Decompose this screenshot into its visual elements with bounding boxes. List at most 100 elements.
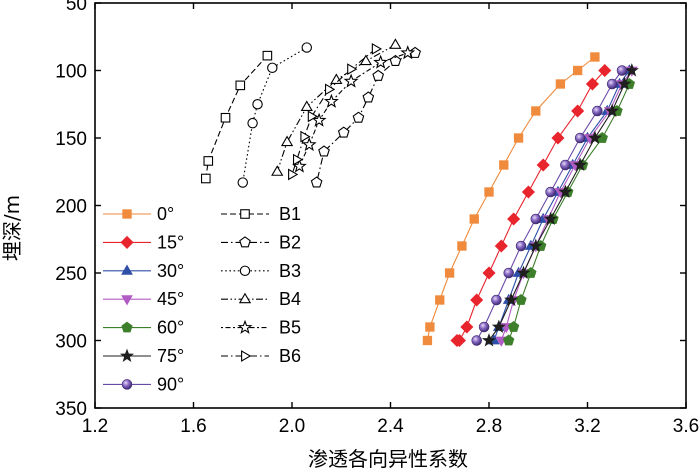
data-point-75deg (504, 292, 519, 306)
data-point-15deg (450, 333, 464, 348)
series-60deg (503, 78, 636, 346)
data-point-0deg (457, 241, 467, 251)
data-point-b3 (237, 177, 248, 188)
series-line-b1 (205, 55, 268, 179)
data-point-b6 (325, 83, 336, 96)
legend-item-b1: B1 (221, 204, 301, 224)
y-tick-label: 150 (55, 129, 87, 150)
data-point-15deg (571, 104, 585, 118)
data-point-b1 (200, 173, 211, 184)
series-90deg (471, 65, 628, 346)
data-point-b6 (292, 153, 304, 166)
data-point-0deg (484, 187, 494, 197)
data-point-0deg (435, 295, 445, 305)
series-0deg (422, 52, 600, 346)
data-point-75deg (624, 63, 639, 77)
legend-label-75deg: 75° (157, 346, 184, 366)
data-point-75deg (573, 157, 588, 171)
data-point-b6 (371, 42, 383, 55)
data-point-b2 (337, 126, 350, 138)
data-point-b2 (362, 91, 375, 103)
series-line-75deg (488, 70, 633, 341)
data-point-90deg (545, 186, 556, 198)
data-point-b5 (311, 112, 327, 127)
legend-marker-b5 (237, 319, 253, 334)
data-point-b4 (359, 54, 373, 66)
data-point-90deg (616, 65, 628, 76)
x-tick-label: 1.6 (180, 416, 206, 437)
data-point-b1 (262, 50, 273, 61)
data-point-90deg (515, 240, 527, 252)
data-point-15deg (536, 158, 550, 172)
legend-layer: 0° 15° 30° 45° 60° 75° 90° B1 B2 B3 B4 B5 B6 (103, 204, 301, 394)
series-b4 (271, 38, 402, 176)
legend-item-30deg: 30° (103, 261, 184, 281)
series-line-b3 (242, 47, 308, 183)
data-point-75deg (491, 319, 506, 333)
data-point-90deg (491, 294, 502, 306)
legend-marker-b1 (240, 209, 250, 219)
data-point-0deg (422, 335, 433, 346)
legend-item-b6: B6 (221, 346, 301, 366)
data-point-15deg (482, 266, 496, 280)
data-point-b5 (373, 54, 389, 69)
legend-label-b2: B2 (279, 232, 301, 252)
data-point-b6 (307, 110, 319, 123)
legend-marker-30deg (121, 264, 133, 275)
data-point-60deg (503, 334, 515, 346)
legend-item-0deg: 0° (103, 204, 174, 224)
legend-item-45deg: 45° (103, 289, 184, 309)
x-tick-label: 1.2 (82, 416, 108, 437)
series-b1 (200, 50, 273, 184)
data-point-b3 (301, 42, 313, 53)
data-point-b6 (300, 130, 311, 143)
data-point-15deg (460, 320, 474, 334)
data-point-90deg (503, 267, 514, 279)
data-point-90deg (478, 321, 490, 333)
data-point-b6 (288, 168, 299, 181)
data-point-b3 (252, 99, 263, 110)
data-point-60deg (515, 294, 527, 305)
data-point-15deg (585, 77, 599, 91)
series-b3 (237, 42, 313, 188)
legend-label-b3: B3 (279, 261, 301, 281)
legend-marker-b2 (239, 236, 251, 248)
legend-label-60deg: 60° (157, 318, 184, 338)
series-line-30deg (493, 70, 630, 341)
data-point-75deg (528, 238, 543, 252)
data-point-15deg (551, 131, 565, 145)
y-tick-label: 50 (66, 0, 87, 15)
legend-label-b4: B4 (279, 289, 301, 309)
legend-item-b4: B4 (221, 289, 301, 309)
data-point-b4 (280, 135, 294, 147)
data-point-0deg (425, 322, 435, 332)
series-15deg (450, 63, 612, 348)
data-point-75deg (617, 76, 632, 90)
data-point-b4 (389, 38, 402, 49)
data-point-b1 (203, 156, 214, 166)
data-point-b5 (400, 45, 416, 60)
series-75deg (481, 63, 639, 347)
data-point-0deg (531, 106, 541, 116)
data-point-90deg (592, 105, 603, 117)
x-tick-label: 3.6 (673, 416, 699, 437)
x-axis-title: 渗透各向异性系数 (308, 447, 468, 471)
data-point-15deg (494, 239, 508, 253)
legend-marker-b4 (238, 292, 252, 304)
data-point-75deg (481, 333, 497, 347)
axes-layer: 1.2 1.6 2.0 2.4 2.8 3.2 3.6 50 100 150 200 250 300 35… (55, 0, 699, 437)
data-point-b5 (301, 136, 317, 152)
legend-marker-45deg (121, 295, 133, 306)
data-point-60deg (507, 321, 520, 332)
series-layer (200, 38, 639, 348)
y-tick-label: 250 (55, 264, 87, 285)
data-point-b4 (300, 100, 313, 112)
data-point-b3 (267, 62, 278, 74)
data-point-b1 (235, 80, 246, 91)
legend-label-0deg: 0° (157, 204, 174, 224)
data-point-90deg (530, 213, 542, 225)
legend-item-b2: B2 (221, 232, 301, 252)
legend-item-90deg: 90° (103, 374, 184, 394)
data-point-0deg (513, 133, 524, 143)
y-tick-label: 100 (55, 62, 87, 83)
